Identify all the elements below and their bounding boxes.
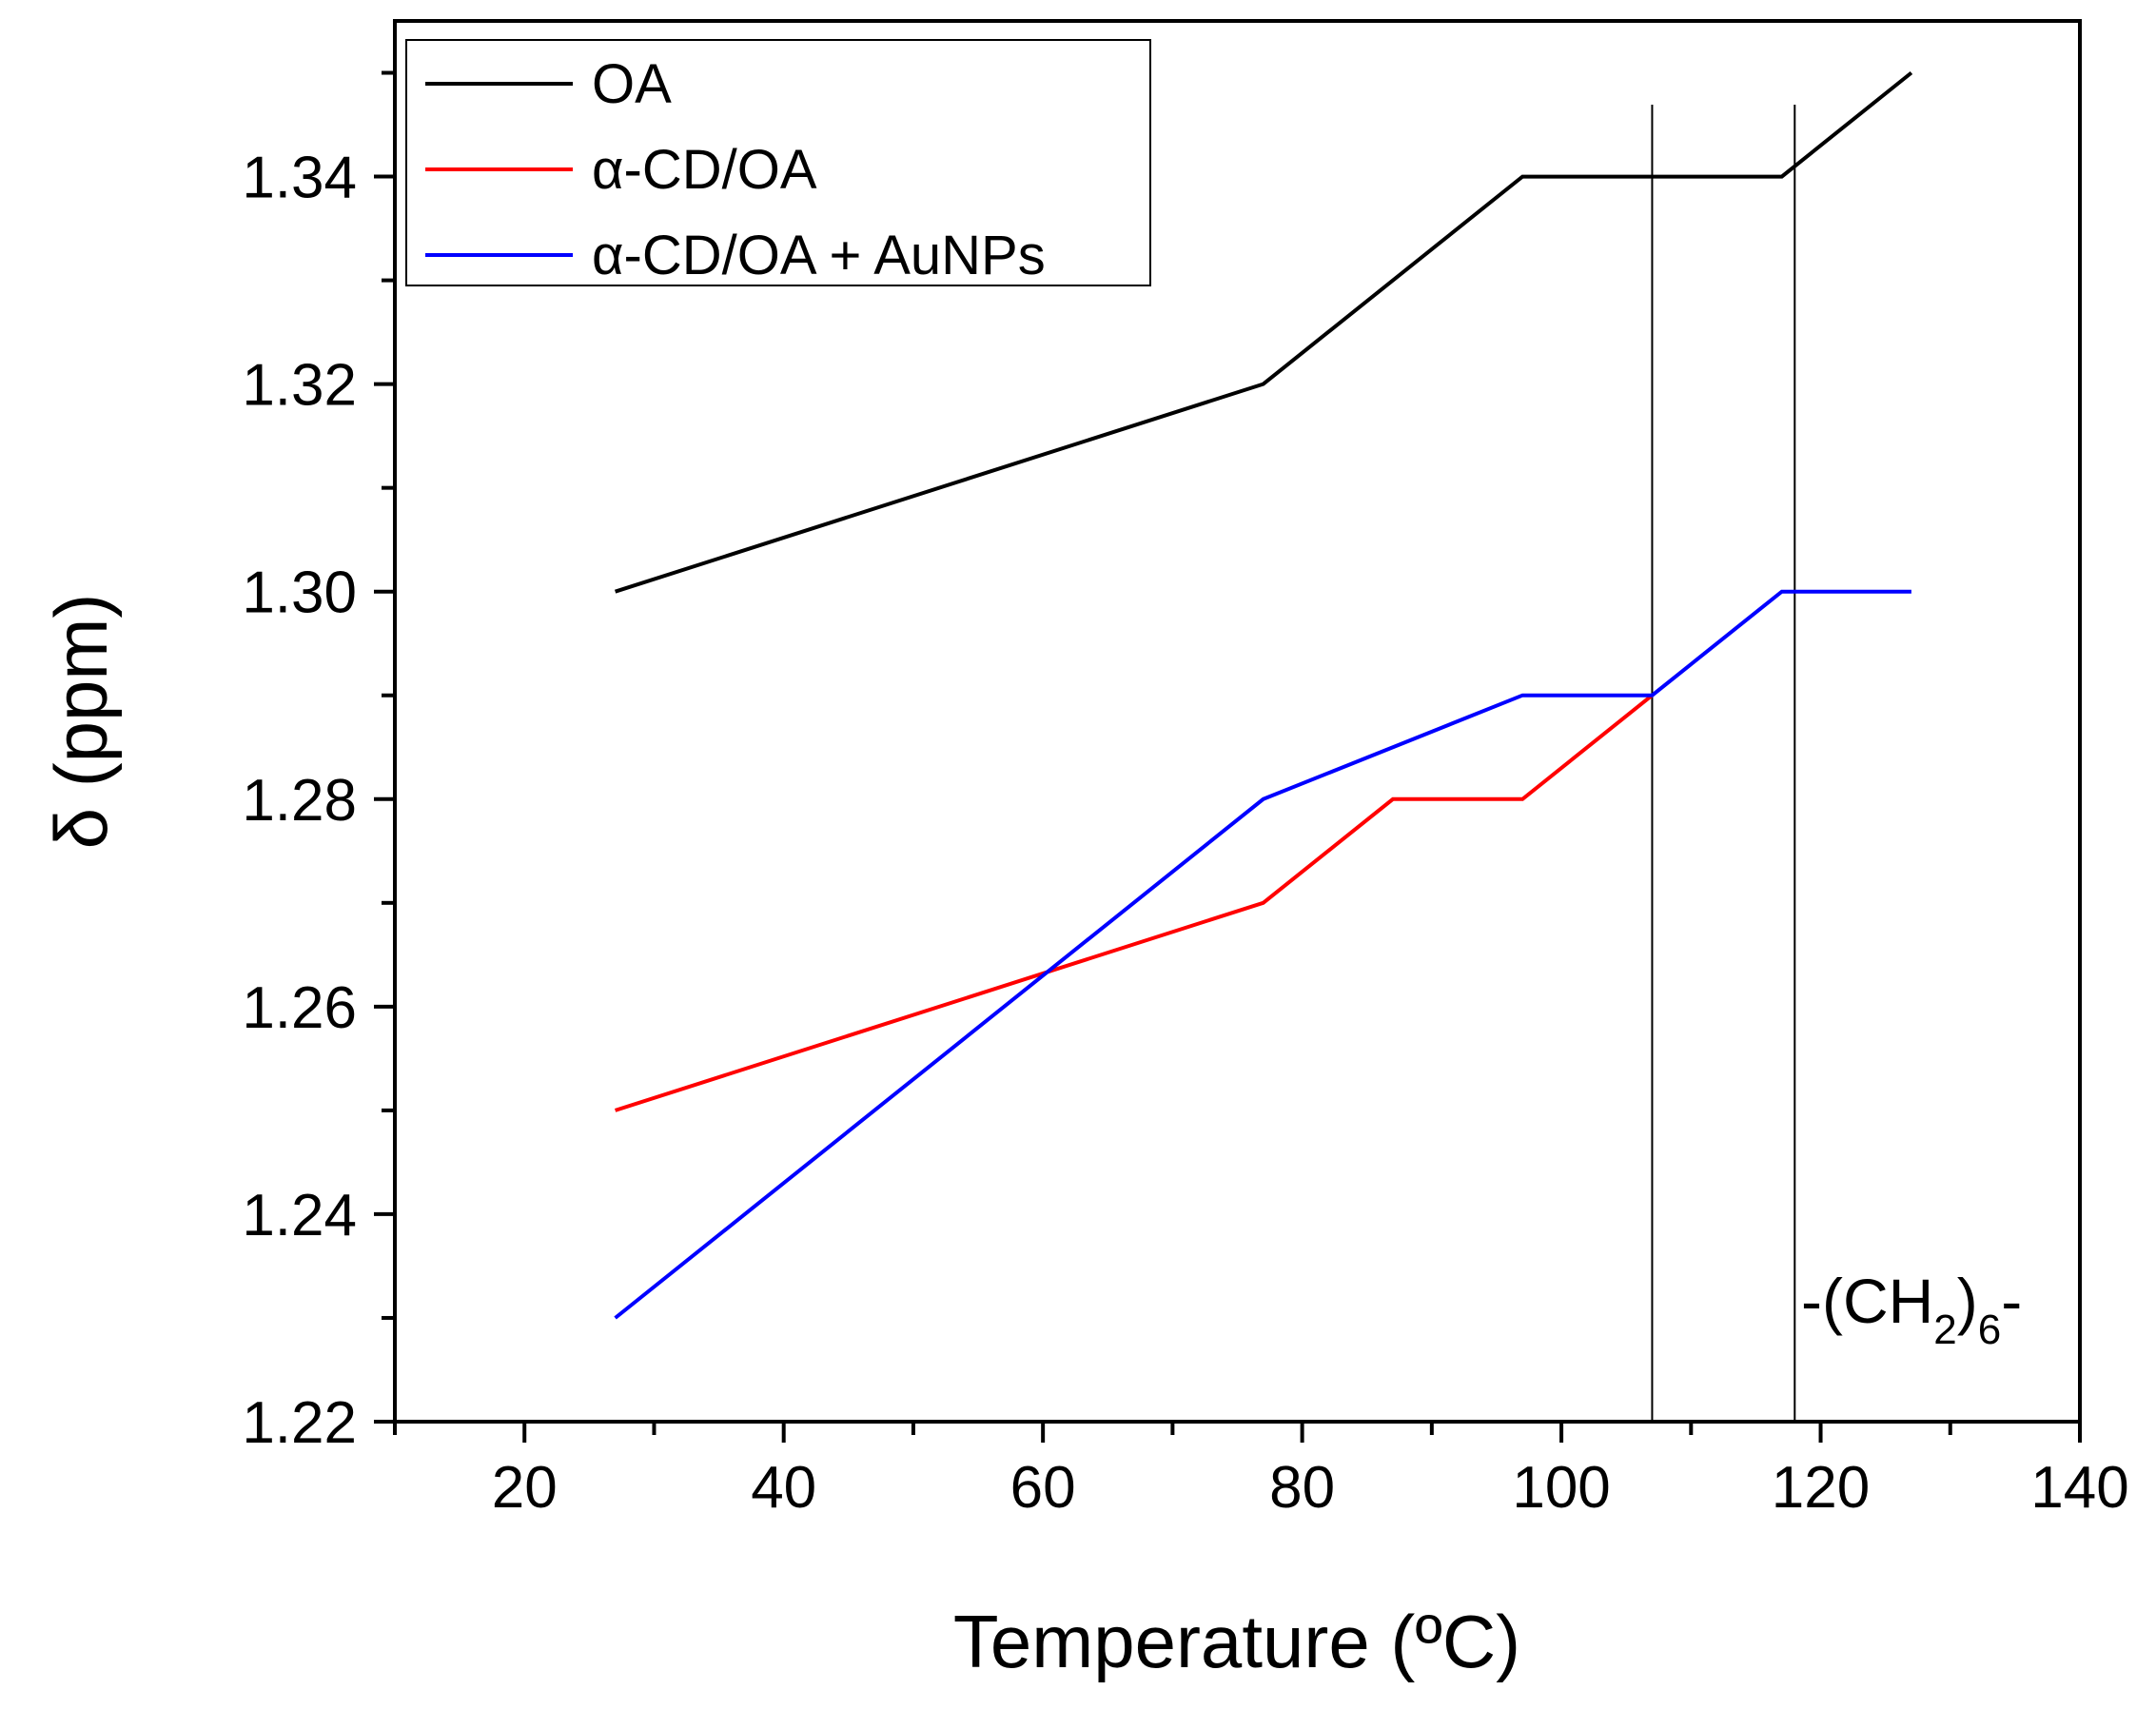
y-tick-label: 1.24 — [242, 1183, 357, 1248]
annotation-sub-2: 2 — [1933, 1307, 1956, 1353]
y-tick-label: 1.26 — [242, 975, 357, 1041]
annotation-ch2-label: -(CH2)6- — [1801, 1266, 2022, 1353]
series-layer — [614, 70, 1913, 1320]
y-axis-ticks: 1.22 1.24 1.26 1.28 1.30 1.32 1.34 — [242, 70, 395, 1456]
y-tick-label: 1.30 — [242, 560, 357, 626]
series-line-1 — [614, 70, 1913, 594]
y-axis-title: δ (ppm) — [39, 594, 123, 850]
y-tick-label: 1.32 — [242, 353, 357, 419]
annotation-suffix: - — [2001, 1266, 2022, 1336]
x-axis-title: Temperature (ºC) — [953, 1600, 1520, 1683]
x-tick-label: 80 — [1269, 1455, 1335, 1521]
reference-lines — [1651, 105, 1796, 1422]
legend: OA α-CD/OA α-CD/OA + AuNPs — [405, 39, 1151, 286]
annotation-mid: ) — [1957, 1266, 1978, 1336]
series-line-3 — [614, 589, 1911, 1320]
plot-area-frame — [393, 19, 2082, 1424]
annotation-prefix: -(CH — [1801, 1266, 1933, 1336]
legend-label-1: OA — [592, 53, 672, 115]
x-tick-label: 60 — [1010, 1455, 1076, 1521]
x-tick-label: 20 — [492, 1455, 558, 1521]
x-tick-label: 40 — [751, 1455, 816, 1521]
y-tick-label: 1.28 — [242, 768, 357, 834]
annotation-sub-6: 6 — [1978, 1307, 2001, 1353]
legend-label-2: α-CD/OA — [592, 139, 817, 201]
x-axis-ticks: 20 40 60 80 100 120 140 — [393, 1422, 2129, 1521]
legend-box — [405, 39, 1151, 286]
legend-label-3: α-CD/OA + AuNPs — [592, 225, 1046, 286]
y-tick-label: 1.22 — [242, 1390, 357, 1456]
x-tick-label: 100 — [1512, 1455, 1610, 1521]
x-tick-label: 120 — [1772, 1455, 1870, 1521]
x-tick-label: 140 — [2030, 1455, 2128, 1521]
y-tick-label: 1.34 — [242, 146, 357, 211]
